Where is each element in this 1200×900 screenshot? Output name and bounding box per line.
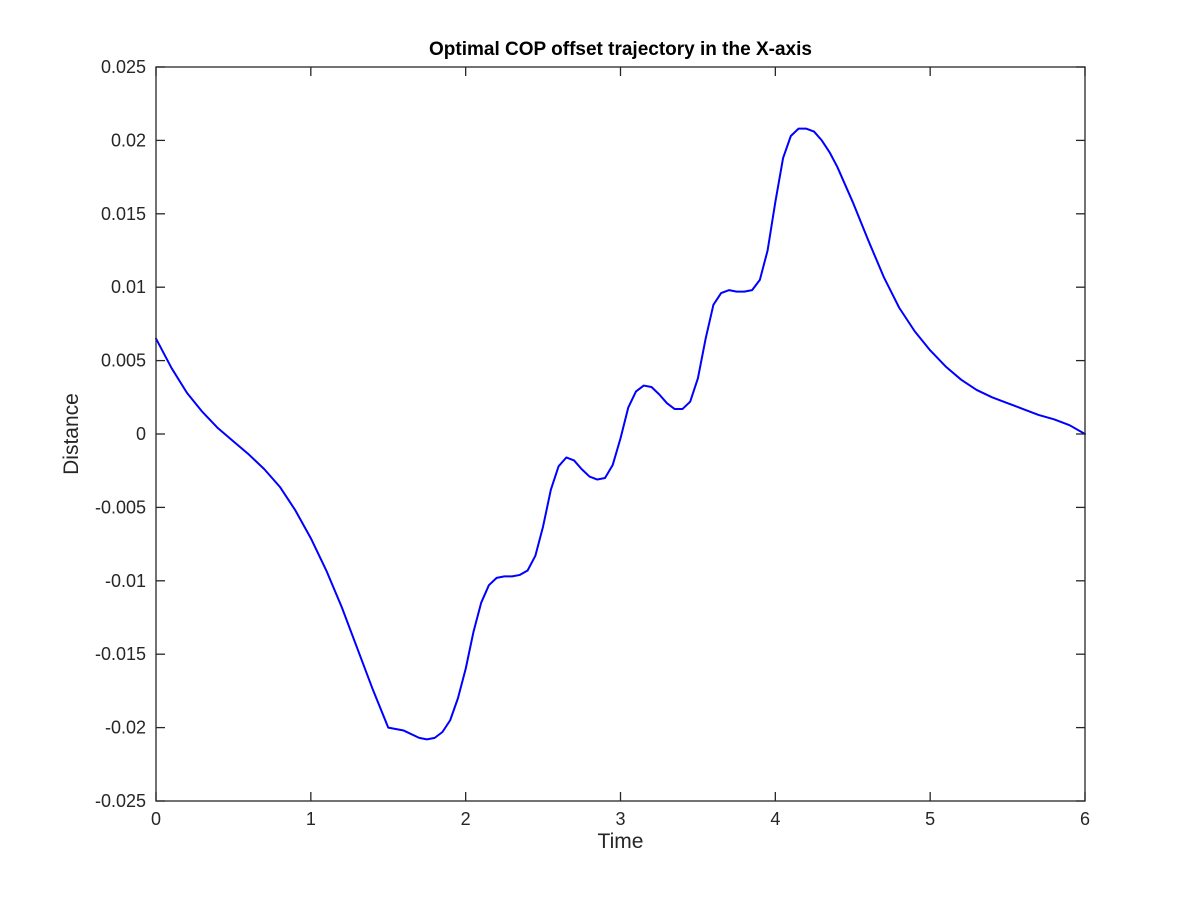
y-tick-label: -0.02: [105, 718, 146, 738]
x-tick-label: 0: [151, 809, 161, 829]
x-tick-label: 3: [615, 809, 625, 829]
x-axis-label: Time: [598, 830, 644, 853]
x-tick-label: 6: [1080, 809, 1090, 829]
chart-title: Optimal COP offset trajectory in the X-a…: [429, 39, 812, 60]
y-tick-label: 0.025: [101, 57, 146, 77]
x-tick-label: 2: [461, 809, 471, 829]
y-tick-label: 0.005: [101, 351, 146, 371]
x-tick-label: 5: [925, 809, 935, 829]
y-tick-label: -0.01: [105, 571, 146, 591]
x-tick-label: 1: [306, 809, 316, 829]
data-line: [155, 127, 1086, 741]
y-tick-label: 0.02: [111, 130, 146, 150]
y-tick-label: 0: [136, 424, 146, 444]
y-axis-label: Distance: [60, 393, 83, 475]
plot-area: 0 1 2 3 4 5 6 -0.025 -0.02 -0.015 -0.01 -0.005 0 0.00…: [95, 57, 1090, 829]
y-tick-label: -0.015: [95, 644, 146, 664]
y-tick-label: 0.01: [111, 277, 146, 297]
y-tick-label: -0.005: [95, 497, 146, 517]
y-tick-label: -0.025: [95, 791, 146, 811]
y-tick-label: 0.015: [101, 204, 146, 224]
x-tick-label: 4: [770, 809, 780, 829]
